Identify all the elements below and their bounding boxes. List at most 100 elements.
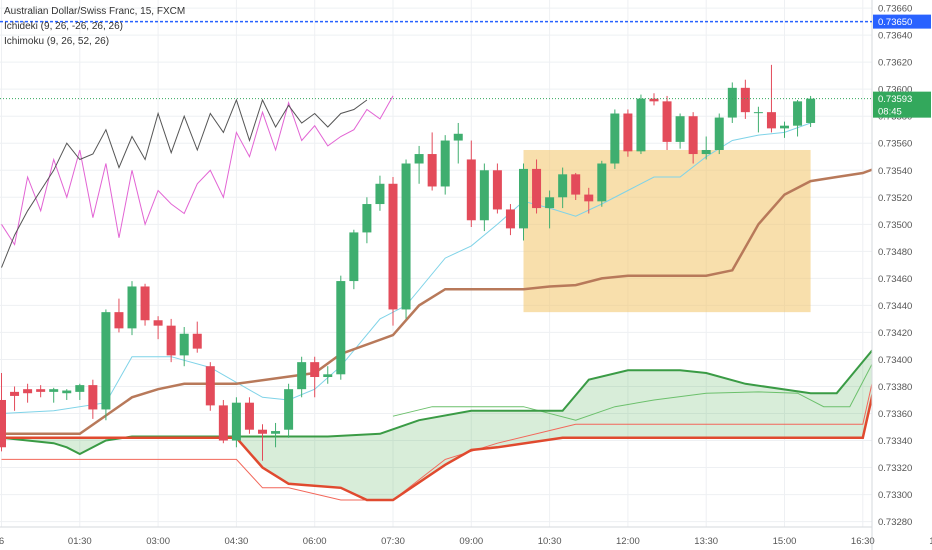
candle[interactable] [793, 99, 803, 137]
candle[interactable] [714, 113, 724, 155]
candle-body [453, 133, 463, 141]
candle-body [0, 399, 6, 448]
candle[interactable] [610, 109, 620, 169]
candle[interactable] [453, 122, 463, 164]
candle[interactable] [492, 163, 502, 214]
candle-body [558, 174, 568, 198]
candle[interactable] [192, 321, 202, 353]
candle[interactable] [179, 327, 189, 367]
candle[interactable] [0, 372, 6, 452]
candle[interactable] [479, 163, 489, 232]
candle[interactable] [375, 175, 385, 211]
candle[interactable] [140, 283, 150, 326]
candle[interactable] [323, 366, 333, 384]
candle[interactable] [101, 309, 111, 421]
candle[interactable] [88, 379, 98, 419]
candle[interactable] [297, 356, 307, 398]
price-markers: 0.73650 0.73593 08:45 [0, 14, 931, 118]
candle[interactable] [597, 160, 607, 207]
candle-body [610, 113, 620, 164]
candle[interactable] [414, 145, 424, 184]
candle-body [688, 116, 698, 155]
candle-body [88, 385, 98, 410]
candle[interactable] [205, 362, 215, 411]
candle[interactable] [753, 106, 763, 133]
candle[interactable] [10, 386, 20, 411]
candle[interactable] [466, 140, 476, 228]
price-tick-label: 0.73420 [878, 328, 912, 339]
candle[interactable] [336, 275, 346, 380]
legend-symbol[interactable]: Australian Dollar/Swiss Franc, 15, FXCM [4, 6, 185, 17]
candle[interactable] [23, 383, 33, 403]
candle[interactable] [427, 132, 437, 191]
candle[interactable] [271, 422, 281, 448]
chikou-span-pink [1, 95, 394, 246]
candle[interactable] [310, 356, 320, 398]
candle[interactable] [401, 159, 411, 319]
candle-body [388, 183, 398, 310]
price-tick-label: 0.73500 [878, 220, 912, 231]
candle-body [49, 389, 59, 392]
candle-body [244, 402, 254, 430]
candle[interactable] [36, 385, 46, 398]
candle[interactable] [688, 112, 698, 164]
candle[interactable] [780, 121, 789, 138]
candle-body [231, 402, 241, 441]
symbol-title: Australian Dollar/Swiss Franc, 15, FXCM [4, 6, 186, 17]
candle[interactable] [806, 95, 816, 128]
candle[interactable] [440, 135, 450, 195]
candle-body [179, 333, 189, 356]
candle[interactable] [258, 424, 267, 461]
legend-indicator-ichimoku[interactable]: Ichimoku (9, 26, 52, 26) [4, 36, 109, 47]
candle[interactable] [127, 281, 137, 336]
candle-body [362, 204, 372, 233]
legend-indicator-ichideki[interactable]: Ichideki (9, 26, -26, 26, 26) [4, 21, 123, 32]
candle-body [153, 320, 163, 326]
candle[interactable] [75, 383, 85, 400]
candle-body [375, 183, 385, 205]
candle[interactable] [701, 136, 711, 160]
ichimoku-cloud [1, 295, 932, 500]
candle[interactable] [505, 204, 515, 236]
candle[interactable] [166, 318, 176, 363]
candle[interactable] [388, 177, 398, 326]
candle[interactable] [532, 159, 542, 214]
candle-body [714, 117, 724, 150]
candle[interactable] [545, 190, 555, 229]
candle-body [284, 389, 294, 430]
candle[interactable] [740, 79, 750, 119]
candle[interactable] [649, 93, 659, 106]
candle[interactable] [662, 95, 672, 150]
candle[interactable] [519, 163, 528, 241]
candle-body [62, 390, 72, 394]
candle-body [114, 312, 124, 329]
candle[interactable] [349, 229, 359, 290]
candle[interactable] [675, 113, 685, 149]
candle[interactable] [114, 298, 124, 333]
candle[interactable] [244, 397, 254, 434]
candle[interactable] [727, 82, 737, 123]
indicator-ichimoku-label: Ichimoku (9, 26, 52, 26) [4, 36, 110, 47]
candle[interactable] [623, 109, 633, 157]
candle-body [701, 149, 711, 155]
candle-body [414, 154, 424, 164]
candle[interactable] [584, 187, 594, 214]
candle[interactable] [362, 197, 372, 244]
candle[interactable] [284, 383, 294, 438]
candle-body [75, 385, 85, 392]
candle[interactable] [636, 94, 646, 155]
candle[interactable] [231, 397, 241, 448]
time-tick-label: 07:30 [381, 536, 405, 547]
price-tick-label: 0.73560 [878, 139, 912, 150]
candle-body [427, 154, 437, 187]
candle[interactable] [153, 316, 163, 340]
senkou-span-a [1, 294, 932, 456]
candle[interactable] [49, 387, 59, 403]
candle[interactable] [571, 172, 581, 200]
candle[interactable] [218, 399, 228, 444]
candle[interactable] [62, 389, 72, 400]
candle-body [166, 325, 176, 356]
candle[interactable] [558, 167, 568, 209]
